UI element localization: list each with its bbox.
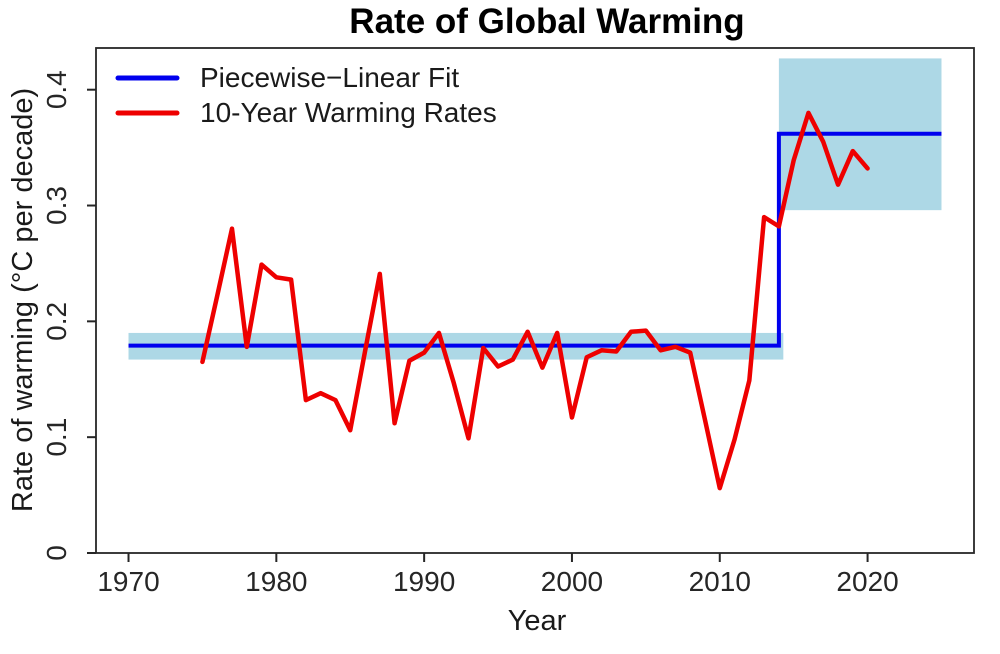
y-tick-label: 0.4 [41,70,72,109]
x-tick-label: 1990 [393,566,455,597]
series-layer [128,110,942,491]
chart-title: Rate of Global Warming [349,2,744,41]
plot-frame [95,47,975,554]
legend-fit-label: Piecewise−Linear Fit [200,62,459,93]
piecewise-fit-line [128,131,942,348]
x-tick-label: 1980 [245,566,307,597]
x-tick-label: 2010 [689,566,751,597]
y-tick-label: 0.3 [41,186,72,225]
y-axis-label: Rate of warming (°C per decade) [7,88,39,512]
x-tick-label: 2000 [541,566,603,597]
warming-rates-line [200,110,870,491]
axes-layer: 1970 1980 1990 2000 2010 2020 0 0.1 0.2 0.3 0.4 [41,70,899,597]
y-tick-label: 0.2 [41,302,72,341]
x-axis-label: Year [508,605,567,637]
y-tick-label: 0.1 [41,418,72,457]
legend: Piecewise−Linear Fit 10-Year Warming Rat… [115,62,497,128]
x-tick-label: 1970 [97,566,159,597]
x-tick-label: 2020 [836,566,898,597]
y-tick-label: 0 [41,545,72,561]
legend-rates-label: 10-Year Warming Rates [200,97,497,128]
